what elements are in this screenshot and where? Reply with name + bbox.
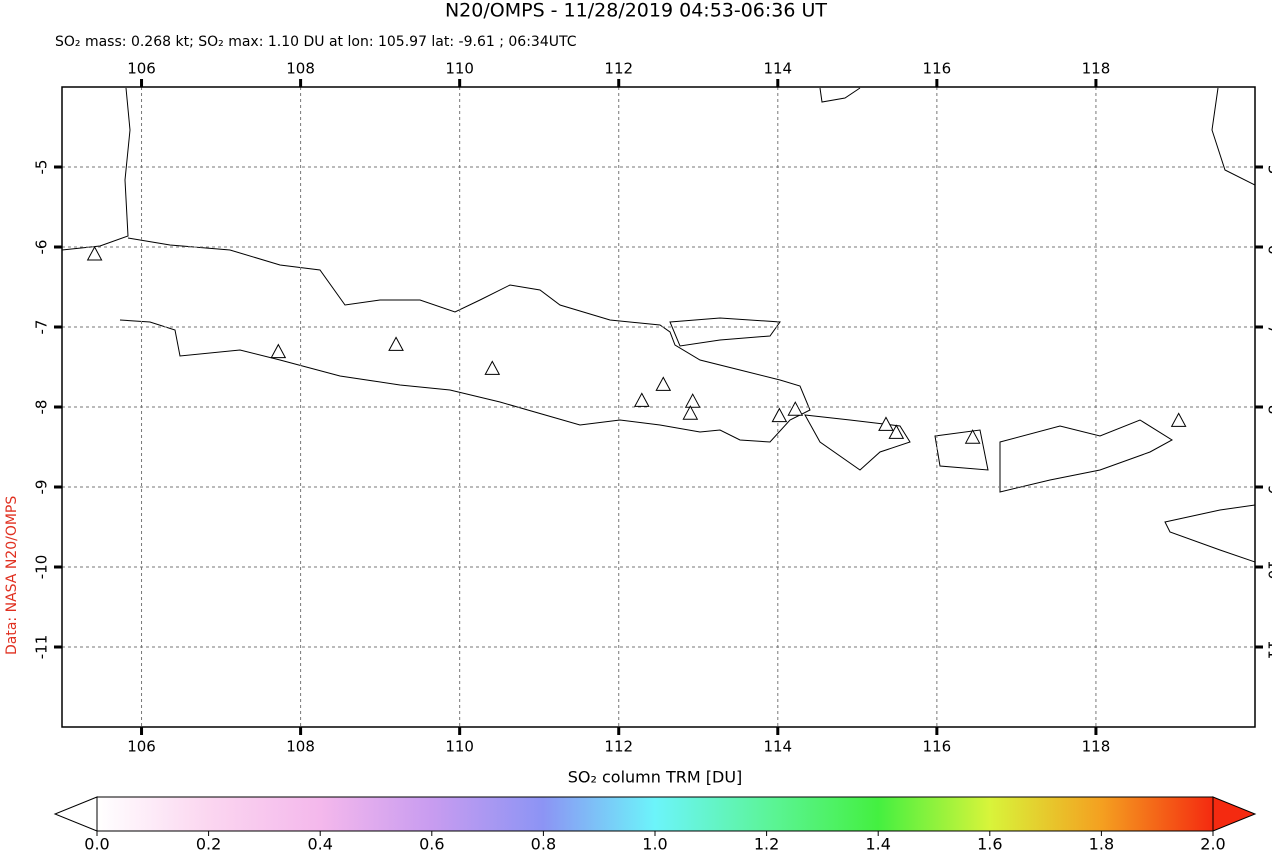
coastline: [119, 237, 811, 443]
x-tick-label: 112: [604, 738, 633, 756]
y-tick-label: -9: [1265, 480, 1272, 495]
x-tick-label: 116: [923, 60, 952, 78]
volcano: [964, 429, 981, 444]
colorbar-tick-label: 0.2: [196, 835, 221, 853]
volcano: [878, 416, 894, 431]
x-tick-label: 112: [604, 60, 633, 78]
y-tick-label: -11: [1265, 635, 1272, 660]
volcano: [484, 360, 501, 375]
colorbar-tick-label: 0.8: [531, 835, 556, 853]
volcano: [633, 392, 650, 407]
colorbar-over: [1212, 796, 1257, 832]
volcano: [270, 343, 287, 359]
volcano: [388, 336, 404, 351]
y-tick-label: -11: [33, 635, 51, 660]
volcano: [787, 401, 804, 416]
volcano: [86, 245, 103, 261]
y-tick-label: -8: [1265, 400, 1272, 415]
colorbar-tick-label: 1.6: [977, 835, 1002, 853]
colorbar-tick-label: 1.8: [1089, 835, 1114, 853]
colorbar-tick-label: 1.4: [865, 835, 890, 853]
y-tick-label: -10: [1265, 555, 1272, 580]
x-tick-label: 108: [286, 60, 315, 78]
x-tick-label: 118: [1082, 738, 1111, 756]
volcano: [684, 393, 701, 408]
x-tick-label: 114: [763, 738, 792, 756]
x-tick-label: 108: [286, 738, 315, 756]
colorbar-label: SO₂ column TRM [DU]: [568, 768, 743, 787]
subtitle: SO₂ mass: 0.268 kt; SO₂ max: 1.10 DU at …: [55, 34, 577, 50]
colorbar-tick-label: 0.6: [419, 835, 444, 853]
colorbar-tick-label: 1.0: [642, 835, 667, 853]
x-tick-label: 106: [127, 60, 156, 78]
colorbar-tick-label: 0.0: [84, 835, 109, 853]
volcano: [655, 376, 672, 391]
y-tick-label: -6: [33, 240, 51, 255]
coastline: [669, 317, 781, 347]
coastline: [819, 87, 861, 103]
coastline: [1164, 504, 1255, 563]
y-tick-label: -7: [1265, 320, 1272, 335]
x-tick-label: 116: [923, 738, 952, 756]
title: N20/OMPS - 11/28/2019 04:53-06:36 UT: [445, 0, 827, 22]
y-tick-label: -8: [33, 400, 51, 415]
volcano: [888, 424, 905, 439]
x-tick-label: 118: [1082, 60, 1111, 78]
y-tick-label: -6: [1265, 240, 1272, 255]
colorbar-tick-label: 2.0: [1200, 835, 1225, 853]
y-tick-label: -5: [1265, 160, 1272, 175]
volcano: [1170, 412, 1187, 427]
coastline: [804, 414, 911, 471]
y-tick-label: -7: [33, 320, 51, 335]
coastline: [934, 429, 989, 471]
x-tick-label: 110: [445, 60, 474, 78]
coastline: [1211, 87, 1255, 186]
coastlines: [62, 87, 1255, 563]
volcano: [682, 405, 699, 420]
credit: Data: NASA N20/OMPS: [4, 496, 20, 655]
x-tick-label: 110: [445, 738, 474, 756]
coastline: [62, 87, 131, 251]
x-tick-label: 114: [763, 60, 792, 78]
colorbar-under: [53, 796, 98, 832]
volcano: [771, 407, 788, 423]
coastline: [999, 419, 1173, 493]
colorbar: [96, 796, 1214, 832]
y-tick-label: -5: [33, 160, 51, 175]
colorbar-tick-label: 0.4: [307, 835, 332, 853]
x-tick-label: 106: [127, 738, 156, 756]
y-tick-label: -9: [33, 480, 51, 495]
y-tick-label: -10: [33, 555, 51, 580]
colorbar-tick-label: 1.2: [754, 835, 779, 853]
